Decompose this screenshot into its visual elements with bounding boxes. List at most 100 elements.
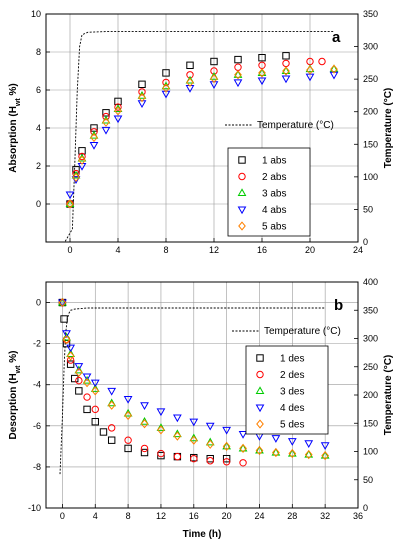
panel-a-point (78, 152, 86, 161)
panel-a-point (138, 88, 146, 96)
panel-a-y2-tick-label: 250 (363, 74, 378, 84)
panel-b-point (288, 448, 297, 459)
panel-b-point (272, 447, 280, 458)
panel-b-point (107, 398, 117, 407)
panel-b-legend: 1 des 2 des 3 des 4 des 5 des (245, 345, 329, 435)
panel-b-temperature-legend-label: Temperature (°C) (264, 326, 341, 337)
panel-b-point (304, 440, 314, 448)
panel-b-point (222, 426, 232, 435)
panel-a-point (282, 66, 290, 76)
panel-b-point (124, 436, 132, 444)
panel-b-point (62, 330, 71, 339)
panel-b-y-tick-label: -8 (33, 462, 41, 472)
panel-b-point (271, 447, 281, 456)
panel-b-point (99, 428, 108, 436)
panel-a-x-tick-label: 0 (67, 245, 72, 255)
panel-a-y2-tick-label: 0 (363, 237, 368, 247)
panel-b-point (206, 439, 215, 449)
panel-b-point (124, 410, 132, 421)
panel-b-point (107, 436, 116, 444)
panel-a-point (234, 70, 242, 80)
panel-b-point (287, 438, 297, 446)
panel-b-legend-marker (256, 419, 264, 429)
panel-b-point (66, 349, 76, 357)
panel-b-series-2 (58, 298, 247, 467)
panel-a-x-tick-label: 12 (209, 245, 219, 255)
panel-b-point (91, 418, 99, 426)
panel-a-legend-label: 2 abs (262, 172, 286, 183)
panel-b-point (75, 376, 83, 385)
panel-b-point (58, 297, 67, 308)
panel-a-ylabel: Absorption (Hwt %) (8, 83, 22, 172)
panel-a-point (90, 128, 98, 136)
panel-b-y2-tick-label: 50 (363, 475, 373, 485)
panel-a: 0 4 8 12 16 20 240246810050100150200250300350A… (8, 9, 394, 255)
panel-b-point (82, 373, 92, 382)
panel-b-x-tick-label: 20 (222, 511, 232, 521)
panel-a-legend-box (227, 147, 311, 237)
panel-b-legend-label: 2 des (280, 370, 304, 381)
panel-b-point (107, 387, 117, 396)
panel-b-legend-marker (256, 354, 264, 362)
panel-b-point (123, 396, 133, 404)
panel-a-point (234, 63, 242, 71)
panel-a-y2-tick-label: 150 (363, 139, 378, 149)
panel-b-point (83, 378, 91, 388)
panel-b-x-tick-label: 36 (353, 511, 363, 521)
panel-a-y2-tick-label: 350 (363, 9, 378, 19)
panel-b-point (58, 299, 67, 308)
panel-a-point (138, 80, 146, 88)
panel-b-y2-tick-label: 350 (363, 305, 378, 315)
panel-b-point (239, 443, 247, 454)
panel-b-point (140, 402, 149, 410)
panel-a-temperature-legend-label: Temperature (°C) (257, 120, 334, 131)
panel-a-point (66, 199, 74, 209)
panel-a-y-tick-label: 6 (36, 85, 41, 95)
panel-b-point (83, 405, 91, 414)
panel-b-series-5 (58, 297, 330, 461)
panel-a-point (102, 117, 110, 127)
panel-a-point (257, 68, 267, 76)
panel-a-legend-marker (238, 172, 246, 181)
panel-b-legend-label: 5 des (280, 420, 304, 431)
panel-b-y-tick-label: -4 (33, 380, 41, 390)
panel-a-y2label: Temperature (°C) (383, 88, 394, 169)
panel-a-legend-marker (238, 221, 246, 231)
panel-b-point (173, 452, 182, 461)
panel-a-point (329, 64, 339, 73)
panel-b-point (255, 445, 264, 456)
panel-a-legend: 1 abs 2 abs 3 abs 4 abs 5 abs (227, 147, 311, 237)
panel-a-point (282, 52, 290, 60)
panel-b-legend-marker (255, 404, 265, 413)
panel-a-point (210, 57, 218, 66)
panel-b-legend-label: 3 des (280, 387, 304, 398)
panel-a-point (281, 75, 291, 84)
panel-b-y2-tick-label: 100 (363, 447, 378, 457)
panel-a-point (233, 70, 243, 78)
panel-a-point (90, 132, 98, 143)
panel-b-point (66, 360, 75, 368)
panel-b-xlabel: Time (h) (183, 529, 222, 540)
panel-a-panel-letter: a (332, 29, 341, 46)
panel-a-y-tick-label: 10 (31, 9, 41, 19)
panel-b-point (156, 408, 166, 417)
panel-b-point (140, 419, 149, 429)
panel-a-point (234, 55, 242, 64)
panel-b-point (271, 435, 281, 443)
panel-a-point (78, 155, 86, 165)
panel-a-point (257, 77, 267, 86)
panel-b-point (66, 344, 76, 353)
panel-b-y-tick-label: 0 (36, 298, 41, 308)
panel-a-y-tick-label: 4 (36, 123, 41, 133)
panel-b-point (123, 408, 133, 417)
panel-a-point (210, 73, 218, 84)
panel-a-legend-label: 1 abs (262, 156, 286, 167)
panel-b-point (321, 450, 330, 461)
panel-b-point (71, 374, 79, 383)
panel-a-legend-marker (238, 156, 246, 164)
panel-b-legend-marker (255, 386, 265, 395)
panel-b-series-3 (58, 297, 330, 459)
panel-a-point (281, 66, 291, 75)
panel-a-legend-label: 3 abs (262, 189, 286, 200)
panel-a-point (233, 79, 243, 88)
